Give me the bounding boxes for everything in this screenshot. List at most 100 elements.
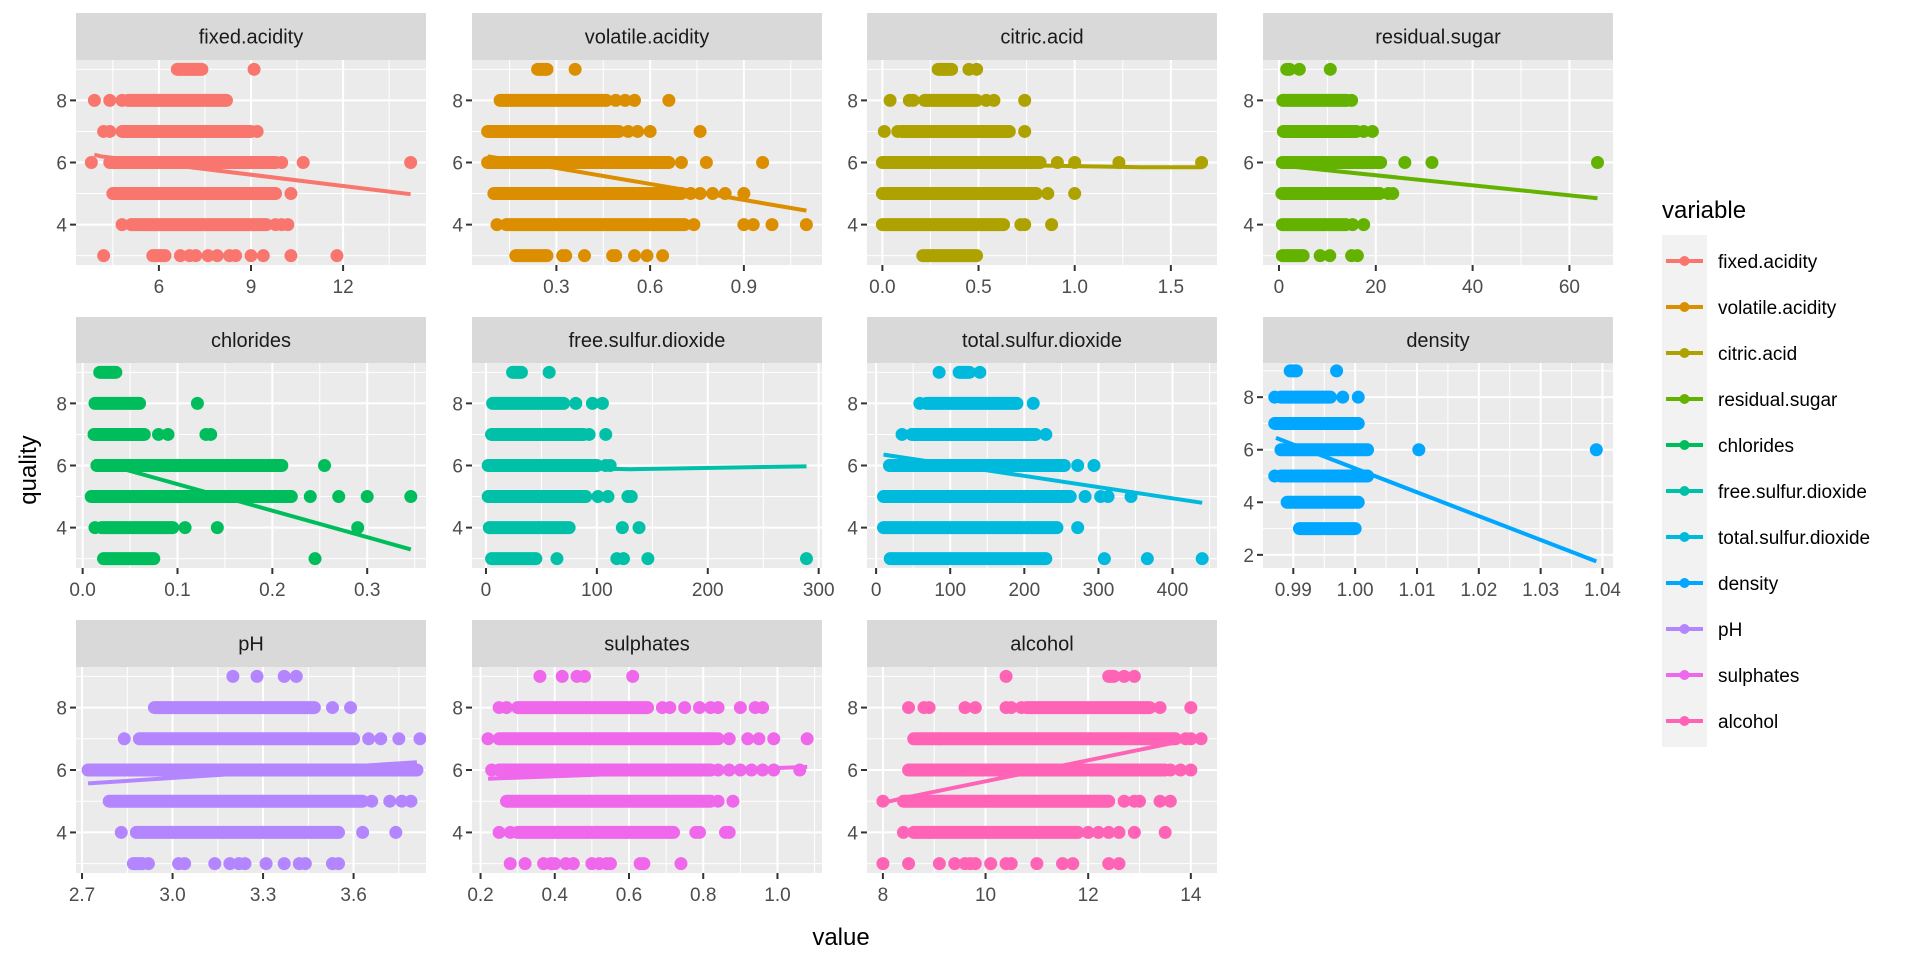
data-point xyxy=(765,218,779,232)
data-point xyxy=(84,156,98,169)
data-point xyxy=(244,249,258,263)
panel-content xyxy=(76,363,426,568)
point-cluster xyxy=(121,93,233,107)
data-point xyxy=(662,93,676,107)
point-cluster xyxy=(877,521,1064,535)
point-cluster xyxy=(493,93,613,107)
data-point xyxy=(1323,62,1337,76)
facet-strip-label: total.sulfur.dioxide xyxy=(962,330,1122,352)
y-tick-label: 4 xyxy=(452,823,463,844)
data-point xyxy=(115,218,129,232)
data-point xyxy=(618,93,632,107)
data-point xyxy=(344,701,358,715)
y-tick-label: 2 xyxy=(1243,546,1254,567)
data-point xyxy=(1117,794,1131,808)
facet-strip xyxy=(1263,13,1613,60)
point-cluster xyxy=(506,365,528,379)
data-point xyxy=(1045,218,1059,232)
x-tick-label: 0 xyxy=(481,580,492,601)
data-point xyxy=(332,857,345,871)
legend-label: volatile.acidity xyxy=(1718,298,1837,319)
x-tick-label: 100 xyxy=(581,580,613,601)
point-cluster xyxy=(1020,701,1157,715)
point-cluster xyxy=(905,427,1042,441)
data-point xyxy=(628,249,641,263)
facet-strip-label: chlorides xyxy=(211,330,291,352)
data-point xyxy=(626,669,640,683)
data-point xyxy=(876,857,890,871)
data-point xyxy=(984,857,998,871)
legend-title: variable xyxy=(1662,197,1746,224)
x-tick-label: 14 xyxy=(1180,885,1202,906)
data-point xyxy=(362,732,376,746)
y-tick-label: 4 xyxy=(452,216,463,237)
panel-content xyxy=(867,667,1217,873)
point-cluster xyxy=(896,794,1116,808)
x-tick-label: 8 xyxy=(878,885,889,906)
data-point xyxy=(1330,364,1344,378)
point-cluster xyxy=(1274,390,1337,404)
data-point xyxy=(601,490,615,504)
data-point xyxy=(518,857,532,871)
data-point xyxy=(173,249,187,263)
data-point xyxy=(115,93,129,107)
data-point xyxy=(1292,62,1306,76)
y-tick-label: 8 xyxy=(847,91,858,112)
y-tick-label: 4 xyxy=(56,216,67,237)
point-cluster xyxy=(93,365,123,379)
data-point xyxy=(208,857,222,871)
data-point xyxy=(103,124,117,138)
data-point xyxy=(999,669,1013,683)
legend-item-free-sulfur-dioxide: free.sulfur.dioxide xyxy=(1666,482,1867,503)
point-cluster xyxy=(102,794,370,808)
data-point xyxy=(722,732,736,746)
data-point xyxy=(1078,490,1092,504)
panel-content xyxy=(1263,363,1613,568)
y-tick-label: 6 xyxy=(1243,154,1254,175)
facet-strip xyxy=(1263,317,1613,363)
legend-key-point xyxy=(1679,716,1690,726)
data-point xyxy=(404,794,418,808)
data-point xyxy=(1153,701,1167,715)
point-cluster xyxy=(918,93,984,107)
legend-items: fixed.acidity volatile.acidity citric.acid… xyxy=(1666,252,1870,733)
x-tick-label: 3.3 xyxy=(250,885,276,906)
data-point xyxy=(987,93,1001,107)
data-point xyxy=(568,62,582,76)
legend-item-volatile-acidity: volatile.acidity xyxy=(1666,298,1837,319)
data-point xyxy=(1336,390,1350,404)
x-tick-label: 3.6 xyxy=(340,885,366,906)
data-point xyxy=(1398,156,1412,169)
point-cluster xyxy=(90,459,289,472)
trend-line xyxy=(1282,163,1598,201)
x-tick-label: 0 xyxy=(871,580,882,601)
facet-residual-sugar: residual.sugar 0 20 40 60 4 6 8 xyxy=(1243,13,1613,298)
point-cluster xyxy=(481,124,626,138)
data-point xyxy=(599,427,613,441)
legend-key-point xyxy=(1679,440,1690,450)
data-point xyxy=(591,490,605,504)
facet-strip-label: citric.acid xyxy=(1000,27,1083,49)
x-tick-label: 0.99 xyxy=(1275,580,1312,601)
data-point xyxy=(585,396,599,410)
x-tick-label: 0.9 xyxy=(731,277,757,298)
facet-citric-acid: citric.acid 0.0 0.5 1.0 1.5 4 6 8 xyxy=(847,13,1217,298)
data-point xyxy=(641,552,655,566)
y-tick-label: 4 xyxy=(847,216,858,237)
data-point xyxy=(356,825,370,839)
data-point xyxy=(1004,857,1018,871)
data-point xyxy=(247,62,261,76)
point-cluster xyxy=(87,427,151,441)
x-tick-label: 6 xyxy=(154,277,165,298)
data-point xyxy=(1425,156,1439,169)
facet-strip-label: density xyxy=(1406,330,1469,352)
x-tick-label: 0.6 xyxy=(637,277,663,298)
data-point xyxy=(308,552,322,566)
data-point xyxy=(621,124,635,138)
x-tick-label: 2.7 xyxy=(69,885,95,906)
data-point xyxy=(722,825,736,839)
x-tick-label: 0.6 xyxy=(616,885,642,906)
data-point xyxy=(577,669,591,683)
legend-item-ph: pH xyxy=(1666,620,1742,641)
point-cluster xyxy=(1276,124,1363,138)
